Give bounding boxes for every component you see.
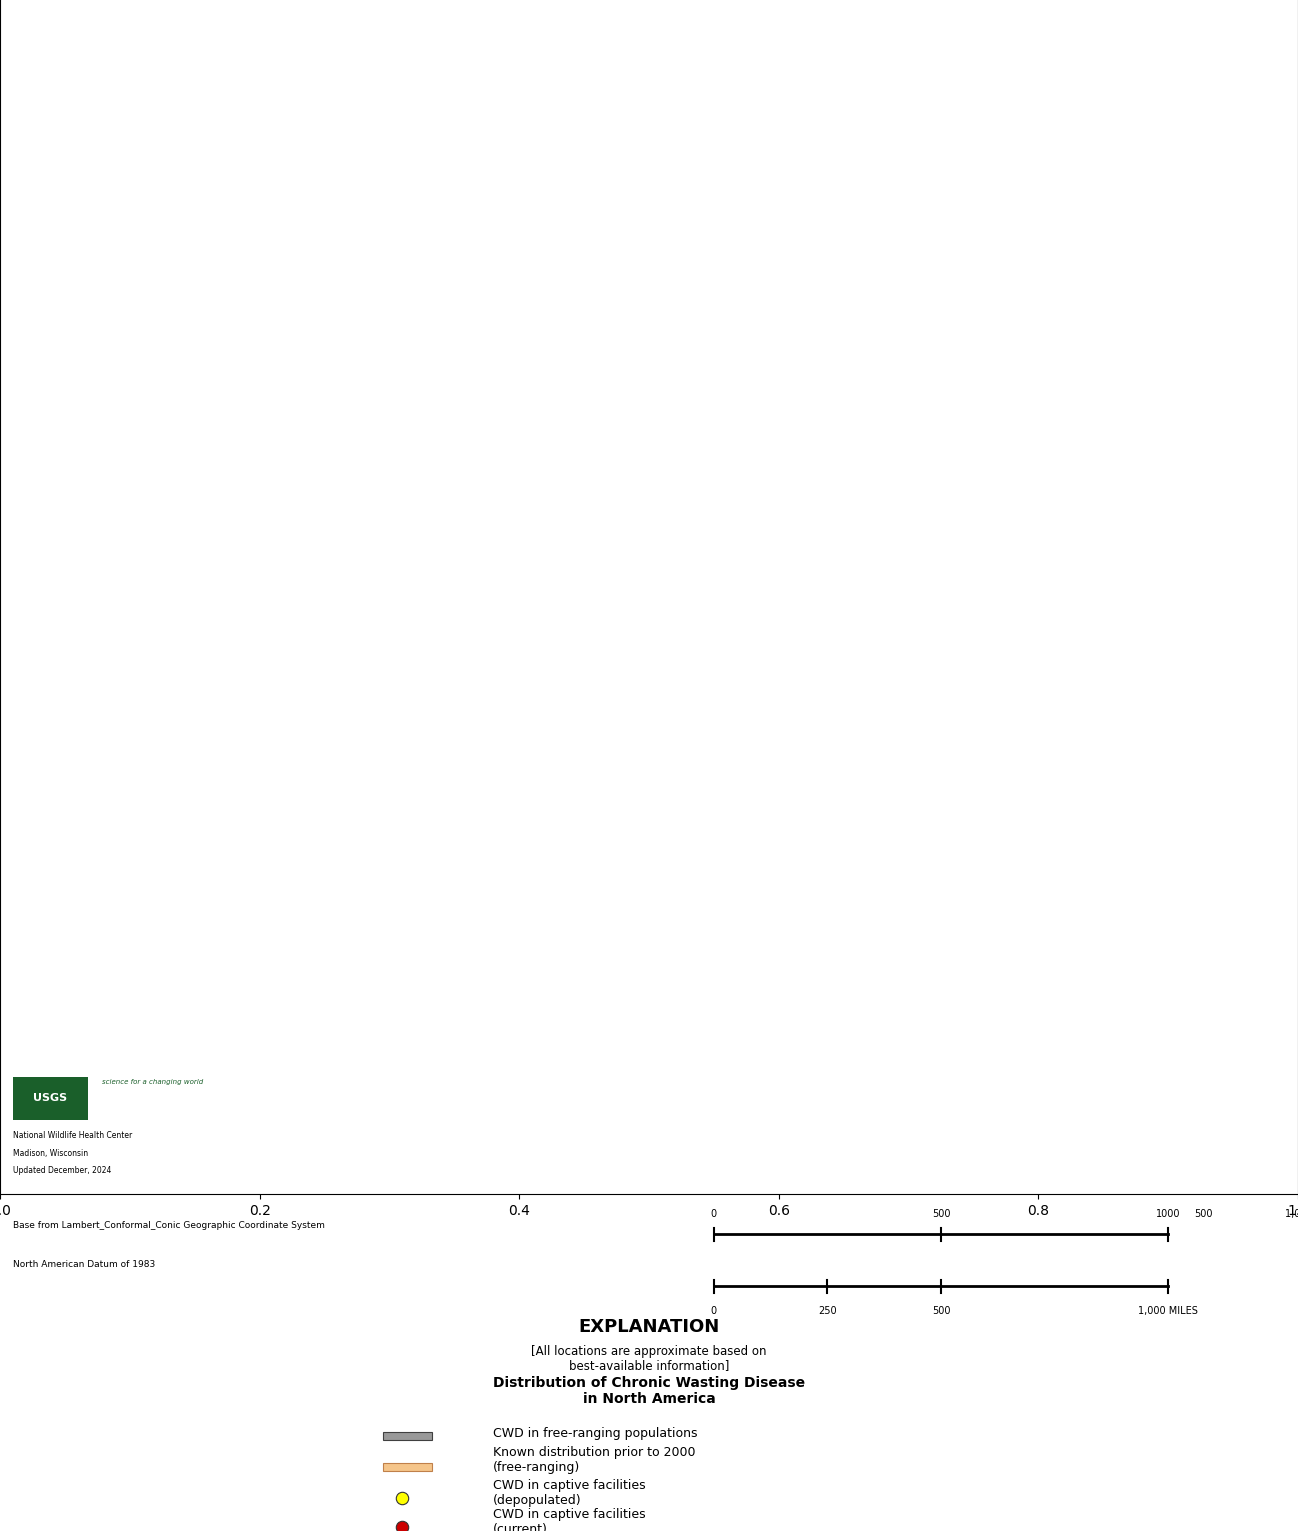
- Text: National Wildlife Health Center: National Wildlife Health Center: [13, 1130, 132, 1139]
- Text: Distribution of Chronic Wasting Disease
in North America: Distribution of Chronic Wasting Disease …: [493, 1375, 805, 1405]
- Text: 0: 0: [711, 1209, 716, 1219]
- Text: science for a changing world: science for a changing world: [101, 1079, 202, 1085]
- Text: CWD in free-ranging populations: CWD in free-ranging populations: [493, 1427, 698, 1439]
- Text: CWD in captive facilities
(current): CWD in captive facilities (current): [493, 1508, 646, 1531]
- Text: 1,000 MILES: 1,000 MILES: [1138, 1306, 1198, 1317]
- Text: 0: 0: [711, 1306, 716, 1317]
- Text: [All locations are approximate based on
best-available information]: [All locations are approximate based on …: [531, 1344, 767, 1372]
- Text: Base from Lambert_Conformal_Conic Geographic Coordinate System: Base from Lambert_Conformal_Conic Geogra…: [13, 1222, 324, 1231]
- FancyBboxPatch shape: [383, 1431, 431, 1441]
- Text: 250: 250: [818, 1306, 837, 1317]
- Text: USGS: USGS: [34, 1093, 67, 1104]
- Text: Madison, Wisconsin: Madison, Wisconsin: [13, 1148, 88, 1157]
- Text: 1000: 1000: [1157, 1209, 1180, 1219]
- Text: Updated December, 2024: Updated December, 2024: [13, 1167, 112, 1174]
- Bar: [13, 1078, 88, 1121]
- Text: 500: 500: [932, 1306, 950, 1317]
- Text: CWD in captive facilities
(depopulated): CWD in captive facilities (depopulated): [493, 1479, 646, 1507]
- Text: 1,000 KILOMETERS: 1,000 KILOMETERS: [1285, 1209, 1298, 1219]
- Text: Known distribution prior to 2000
(free-ranging): Known distribution prior to 2000 (free-r…: [493, 1445, 696, 1474]
- Text: EXPLANATION: EXPLANATION: [579, 1318, 719, 1337]
- Point: [392, 1514, 413, 1531]
- FancyBboxPatch shape: [383, 1462, 431, 1471]
- Point: [392, 1485, 413, 1510]
- Text: North American Datum of 1983: North American Datum of 1983: [13, 1260, 156, 1269]
- Text: 500: 500: [1194, 1209, 1212, 1219]
- Text: 500: 500: [932, 1209, 950, 1219]
